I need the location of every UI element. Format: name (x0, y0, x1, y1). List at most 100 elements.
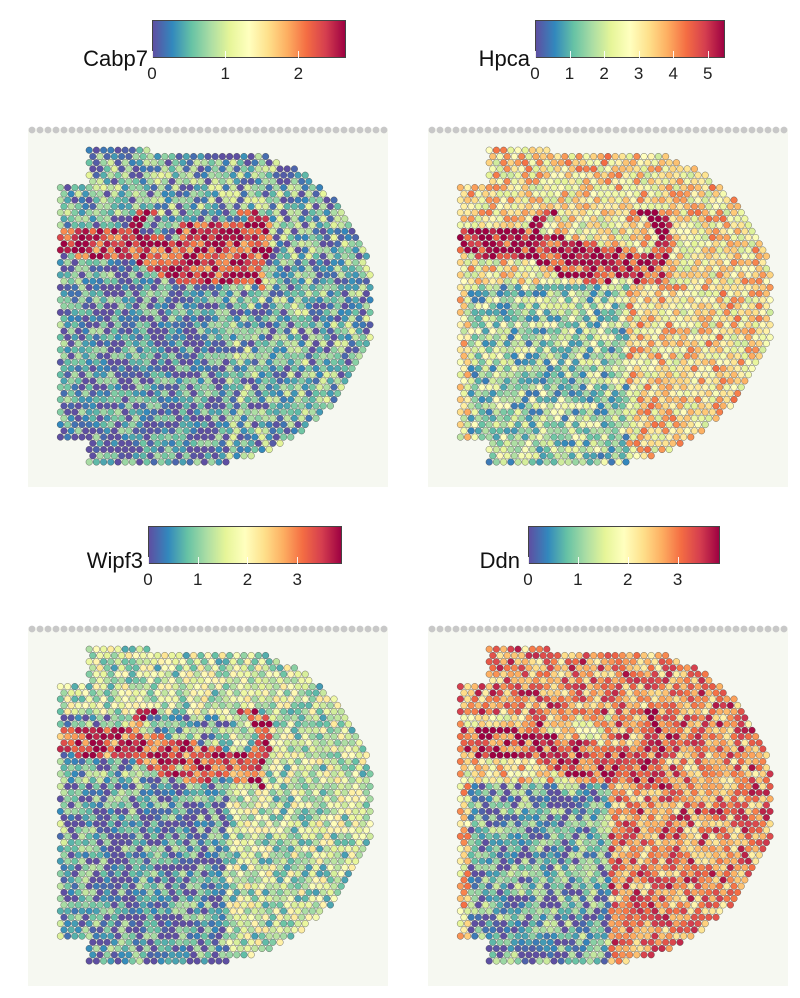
expression-spot (200, 758, 208, 765)
expression-spot (629, 171, 637, 179)
expression-spot (734, 315, 742, 323)
expression-spot (651, 446, 659, 453)
expression-spot (640, 190, 648, 198)
expression-spot (672, 358, 680, 366)
expression-spot (161, 652, 169, 659)
expression-spot (136, 184, 144, 192)
expression-spot (604, 352, 612, 360)
expression-spot (294, 308, 302, 316)
expression-spot (611, 153, 619, 160)
expression-spot (240, 165, 248, 173)
expression-spot (240, 302, 248, 310)
expression-spot (64, 795, 72, 803)
expression-spot (96, 240, 104, 248)
expression-spot (121, 196, 129, 204)
expression-spot (744, 234, 752, 241)
expression-spot (705, 302, 713, 310)
expression-spot (190, 402, 198, 410)
expression-spot (629, 196, 637, 204)
expression-spot (269, 277, 277, 285)
expression-spot (471, 433, 479, 441)
expression-spot (186, 396, 194, 404)
fiducial-spot (444, 126, 452, 134)
expression-spot (482, 302, 490, 310)
expression-spot (208, 795, 216, 803)
expression-spot (103, 414, 111, 422)
expression-spot (352, 733, 360, 740)
expression-spot (85, 433, 93, 441)
expression-spot (200, 333, 208, 341)
expression-spot (647, 377, 655, 385)
expression-spot (683, 352, 691, 360)
expression-spot (298, 202, 306, 210)
expression-spot (154, 664, 162, 672)
expression-spot (56, 720, 64, 728)
expression-spot (719, 227, 727, 235)
expression-spot (64, 683, 72, 691)
expression-spot (737, 234, 745, 241)
expression-spot (590, 277, 598, 285)
expression-spot (208, 296, 216, 304)
expression-spot (222, 658, 230, 666)
expression-spot (71, 196, 79, 204)
expression-spot (139, 764, 147, 772)
expression-spot (193, 209, 201, 217)
expression-spot (107, 733, 115, 740)
expression-spot (283, 352, 291, 360)
expression-spot (554, 377, 562, 385)
expression-spot (579, 234, 587, 241)
expression-spot (247, 801, 255, 809)
expression-spot (543, 283, 551, 291)
expression-spot (229, 745, 237, 753)
expression-spot (687, 234, 695, 241)
expression-spot (67, 302, 75, 310)
expression-spot (518, 340, 526, 347)
expression-spot (352, 346, 360, 354)
expression-spot (319, 764, 327, 772)
expression-spot (172, 408, 180, 416)
expression-spot (100, 246, 108, 254)
expression-spot (755, 352, 763, 360)
expression-spot (208, 308, 216, 316)
expression-spot (215, 733, 223, 740)
expression-spot (244, 159, 252, 167)
expression-spot (719, 252, 727, 260)
expression-spot (680, 171, 688, 179)
expression-spot (334, 352, 342, 360)
expression-spot (222, 708, 230, 716)
expression-spot (762, 252, 770, 260)
expression-spot (161, 227, 169, 235)
expression-spot (539, 365, 547, 372)
expression-spot (640, 352, 648, 360)
expression-spot (568, 290, 576, 298)
expression-spot (139, 252, 147, 260)
expression-spot (82, 327, 90, 335)
expression-spot (525, 153, 533, 160)
expression-spot (222, 159, 230, 167)
expression-spot (215, 246, 223, 254)
expression-spot (489, 227, 497, 235)
expression-spot (474, 252, 482, 260)
expression-spot (179, 209, 187, 217)
expression-spot (532, 365, 540, 372)
expression-spot (265, 246, 273, 254)
expression-spot (658, 246, 666, 254)
expression-spot (532, 427, 540, 435)
expression-spot (629, 408, 637, 416)
expression-spot (258, 658, 266, 666)
expression-spot (269, 689, 277, 697)
expression-spot (500, 371, 508, 379)
expression-spot (265, 770, 273, 778)
expression-spot (136, 221, 144, 229)
expression-spot (280, 346, 288, 354)
expression-spot (92, 695, 100, 703)
expression-spot (190, 340, 198, 347)
expression-spot (136, 421, 144, 429)
expression-spot (366, 283, 374, 291)
expression-spot (672, 246, 680, 254)
expression-spot (128, 421, 136, 429)
expression-spot (262, 202, 270, 210)
expression-spot (164, 209, 172, 217)
expression-spot (204, 664, 212, 672)
expression-spot (726, 277, 734, 285)
